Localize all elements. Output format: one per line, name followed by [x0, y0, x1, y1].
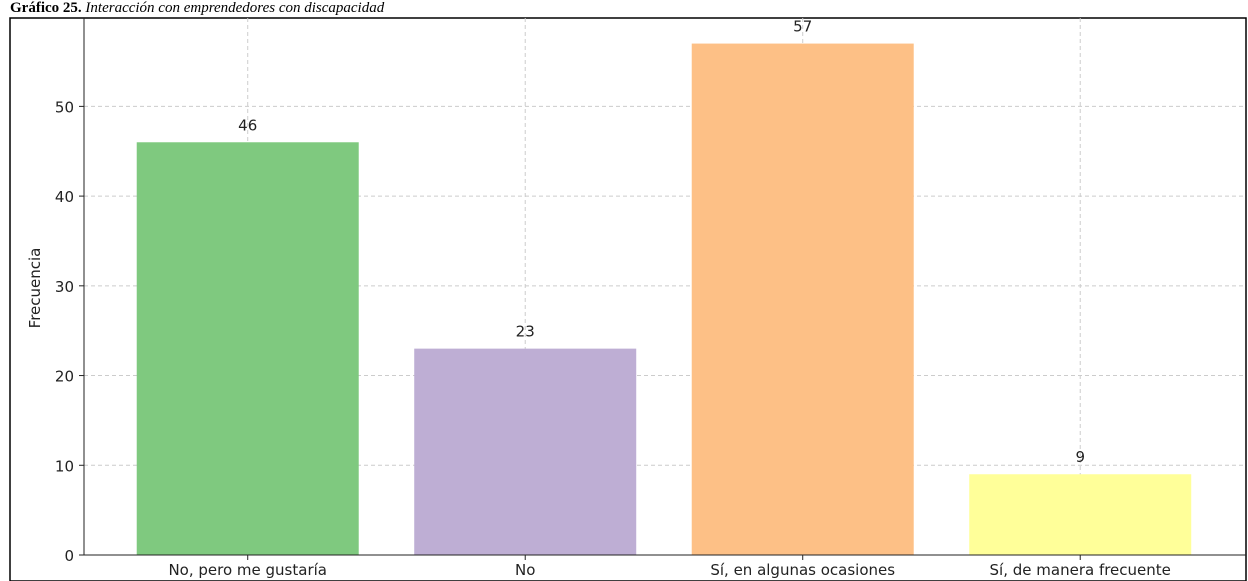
y-tick-label: 40 — [55, 188, 74, 206]
y-axis-label: Frecuencia — [26, 248, 44, 329]
caption-label: Gráfico 25. — [10, 0, 82, 16]
value-label: 46 — [238, 116, 257, 134]
value-label: 9 — [1075, 448, 1085, 466]
caption-text: Interacción con emprendedores con discap… — [84, 0, 384, 16]
frame — [9, 17, 1247, 581]
caption: Gráfico 25. Interacción con emprendedore… — [10, 0, 385, 16]
bar — [969, 474, 1192, 555]
value-label: 57 — [793, 18, 812, 36]
y-tick-label: 0 — [64, 547, 74, 565]
x-tick-label: Sí, de manera frecuente — [990, 561, 1171, 579]
bar — [414, 348, 637, 555]
x-tick-label: Sí, en algunas ocasiones — [710, 561, 895, 579]
x-tick-label: No — [515, 561, 535, 579]
bar — [136, 142, 359, 555]
y-tick-label: 20 — [55, 368, 74, 386]
y-tick-label: 50 — [55, 98, 74, 116]
y-tick-label: 30 — [55, 278, 74, 296]
x-tick-label: No, pero me gustaría — [168, 561, 327, 579]
bar — [691, 43, 914, 555]
y-tick-label: 10 — [55, 457, 74, 475]
value-label: 23 — [516, 323, 535, 341]
